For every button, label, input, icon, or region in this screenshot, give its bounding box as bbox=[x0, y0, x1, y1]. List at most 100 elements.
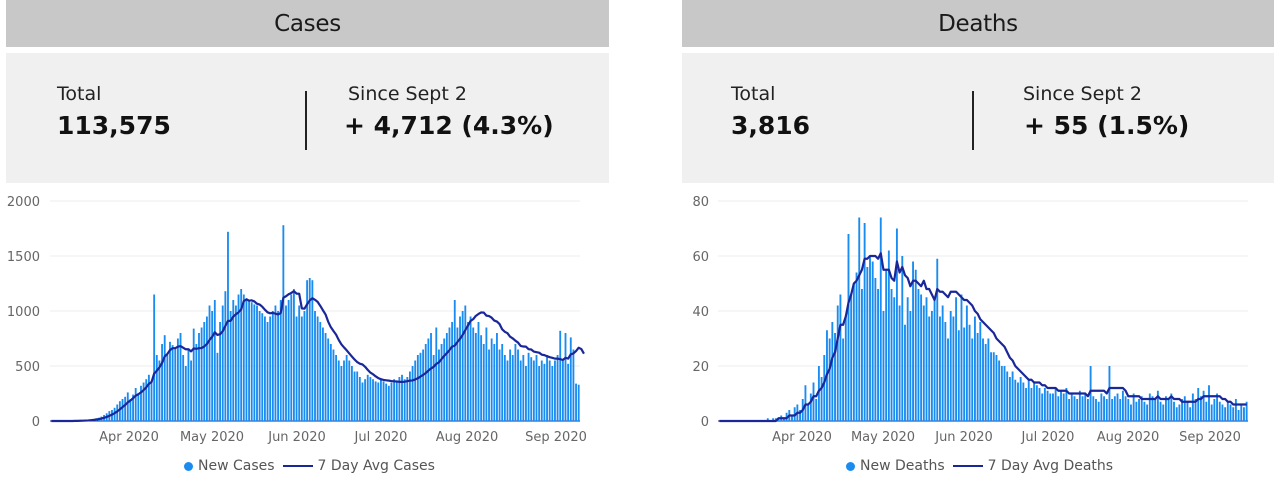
deaths-bar bbox=[941, 305, 944, 421]
cases-bar bbox=[303, 311, 306, 421]
cases-legend-bar-swatch bbox=[184, 461, 193, 471]
cases-bar bbox=[213, 300, 216, 421]
cases-bar bbox=[535, 355, 538, 421]
cases-bar bbox=[161, 344, 163, 421]
cases-legend-line-label: 7 Day Avg Cases bbox=[317, 458, 435, 474]
deaths-bar bbox=[842, 338, 845, 421]
deaths-bar bbox=[901, 256, 904, 421]
cases-y-tick-label: 0 bbox=[32, 415, 40, 430]
cases-bar bbox=[453, 300, 456, 421]
cases-bar bbox=[554, 360, 556, 421]
deaths-bar bbox=[823, 355, 826, 421]
cases-bar bbox=[316, 316, 319, 421]
cases-bar bbox=[321, 327, 324, 421]
deaths-bar bbox=[860, 289, 863, 421]
cases-bar bbox=[519, 360, 522, 421]
cases-bar bbox=[163, 335, 166, 421]
cases-bar bbox=[559, 330, 562, 421]
cases-bar bbox=[572, 349, 575, 421]
deaths-bar bbox=[799, 410, 801, 421]
deaths-bar bbox=[912, 261, 914, 421]
cases-bar bbox=[490, 338, 493, 421]
deaths-bar bbox=[791, 415, 793, 421]
cases-legend-bars-label: New Cases bbox=[198, 458, 275, 474]
cases-y-tick-label: 1000 bbox=[7, 305, 40, 320]
cases-bar bbox=[477, 322, 480, 421]
deaths-bar bbox=[1232, 407, 1235, 421]
deaths-bar bbox=[1003, 366, 1006, 421]
cases-bar bbox=[488, 349, 490, 421]
cases-bar bbox=[548, 360, 551, 421]
cases-bar bbox=[511, 355, 514, 421]
deaths-bar bbox=[949, 311, 952, 421]
deaths-bar bbox=[782, 418, 785, 421]
deaths-legend-line-label: 7 Day Avg Deaths bbox=[987, 458, 1114, 474]
cases-bar bbox=[290, 294, 293, 421]
cases-bar bbox=[118, 401, 121, 421]
deaths-bar bbox=[1076, 399, 1079, 421]
cases-bar bbox=[248, 300, 251, 421]
cases-bar bbox=[387, 385, 390, 421]
deaths-bar bbox=[1162, 404, 1165, 421]
deaths-bar bbox=[1194, 399, 1197, 421]
deaths-bar bbox=[1078, 390, 1081, 421]
cases-bar bbox=[496, 333, 498, 421]
cases-bar bbox=[527, 352, 530, 421]
deaths-bar bbox=[971, 338, 974, 421]
cases-bar bbox=[411, 366, 414, 421]
deaths-bar bbox=[1017, 382, 1019, 421]
deaths-bar bbox=[1178, 404, 1181, 421]
cases-bar bbox=[540, 360, 543, 421]
deaths-bar bbox=[1197, 388, 1200, 421]
deaths-bar bbox=[1000, 366, 1003, 421]
cases-legend-line-swatch bbox=[282, 465, 313, 467]
cases-bar bbox=[464, 305, 467, 421]
deaths-summary: Total 3,816 Since Sept 2 + 55 (1.5%) bbox=[682, 53, 1274, 183]
cases-bar bbox=[340, 366, 343, 421]
deaths-bar bbox=[812, 382, 815, 421]
deaths-bar bbox=[898, 305, 901, 421]
cases-bar bbox=[353, 371, 356, 421]
deaths-bar bbox=[1062, 393, 1065, 421]
cases-x-tick-label: Sep 2020 bbox=[525, 430, 587, 445]
deaths-bar bbox=[1183, 396, 1186, 421]
deaths-bar bbox=[1049, 393, 1052, 421]
cases-bar bbox=[556, 355, 559, 421]
deaths-bar bbox=[1218, 401, 1221, 421]
deaths-bar bbox=[1030, 388, 1033, 421]
deaths-bar bbox=[877, 289, 880, 421]
deaths-bar bbox=[1154, 399, 1157, 421]
deaths-bar bbox=[772, 418, 775, 421]
cases-bar bbox=[137, 393, 140, 421]
deaths-y-tick-label: 40 bbox=[692, 305, 709, 320]
cases-bar bbox=[319, 322, 322, 421]
cases-bar bbox=[166, 355, 169, 421]
deaths-bar bbox=[1234, 399, 1237, 421]
deaths-bar bbox=[1100, 393, 1103, 421]
cases-bar bbox=[390, 382, 393, 421]
cases-bar bbox=[377, 382, 380, 421]
deaths-bar bbox=[1097, 401, 1100, 421]
deaths-bar bbox=[1111, 399, 1114, 421]
deaths-bar bbox=[1095, 399, 1097, 421]
cases-bar bbox=[522, 355, 525, 421]
deaths-total-value: 3,816 bbox=[731, 111, 811, 140]
cases-bar bbox=[285, 305, 287, 421]
deaths-bar bbox=[871, 261, 874, 421]
cases-bar bbox=[269, 316, 272, 421]
cases-y-tick-label: 1500 bbox=[7, 250, 40, 265]
cases-bar bbox=[532, 360, 535, 421]
cases-bar bbox=[443, 338, 446, 421]
cases-bar bbox=[227, 231, 229, 421]
deaths-bar bbox=[1173, 401, 1175, 421]
deaths-bar bbox=[869, 256, 871, 421]
cases-x-tick-label: Aug 2020 bbox=[436, 430, 499, 445]
cases-bar bbox=[369, 377, 372, 421]
cases-bar bbox=[374, 381, 377, 421]
cases-bar bbox=[514, 344, 517, 421]
cases-bar bbox=[432, 355, 435, 421]
deaths-bar bbox=[895, 228, 898, 421]
deaths-bar bbox=[1033, 382, 1036, 421]
deaths-bar bbox=[1143, 401, 1146, 421]
deaths-bar bbox=[863, 223, 866, 421]
